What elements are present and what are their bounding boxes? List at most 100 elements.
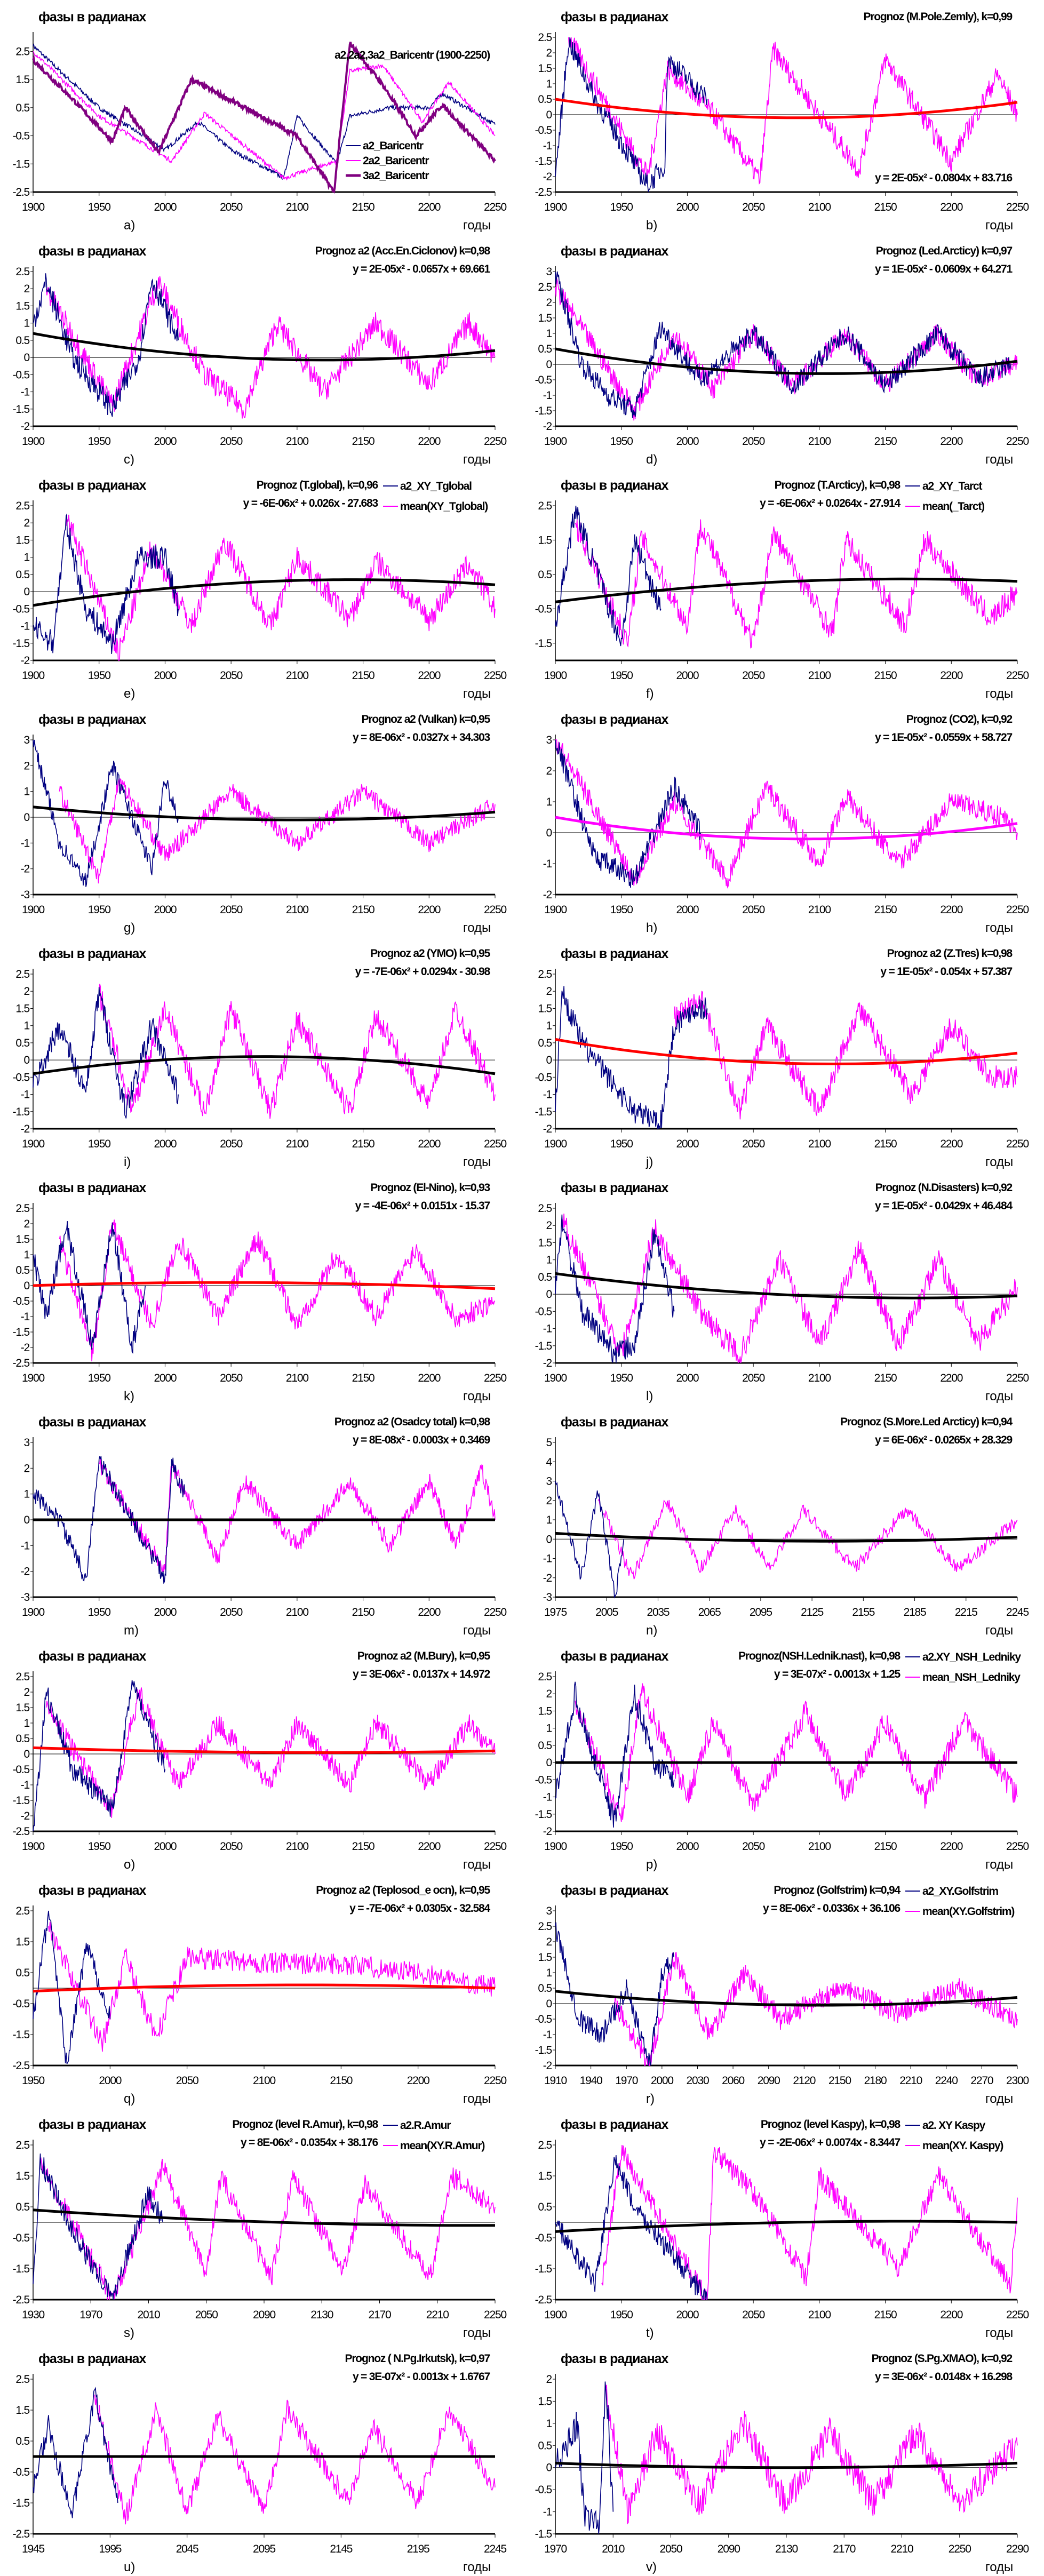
series-line-2a2_Baricentr	[33, 51, 496, 181]
y-tick-label: 1	[24, 1717, 30, 1729]
x-tick-label: 2050	[742, 1372, 764, 1384]
y-tick-label: -2.5	[535, 186, 552, 198]
x-tick-label: 1975	[544, 1606, 567, 1618]
y-axis-label: фазы в радианах	[38, 1883, 146, 1898]
y-tick-label: -0.5	[535, 2484, 552, 2496]
series-line-forecast	[59, 1219, 496, 1362]
x-tick-label: 2050	[220, 1372, 242, 1384]
series-line-observed	[555, 37, 708, 193]
x-tick-label: 1900	[22, 1138, 44, 1150]
legend-entry: 2a2_Baricentr	[363, 155, 429, 167]
x-tick-label: 1900	[544, 201, 567, 213]
y-tick-label: -2	[21, 420, 30, 433]
x-tick-label: 2130	[775, 2543, 798, 2555]
y-tick-label: -0.5	[535, 603, 552, 615]
x-tick-label: 2050	[220, 1840, 242, 1853]
panel-label: b)	[646, 218, 657, 233]
y-tick-label: 1.5	[15, 1233, 29, 1246]
y-axis-label: фазы в радианах	[38, 712, 146, 727]
y-tick-label: 0	[546, 827, 552, 839]
chart-panel-v: -1.5 -1 -0.5 0 0.5 1 1.5 2 1970 2010 2050 2090 2130 2…	[522, 2342, 1044, 2576]
x-axis-label: годы	[985, 2326, 1013, 2340]
y-tick-label: 0.5	[15, 1264, 29, 1277]
x-tick-label: 1900	[22, 435, 44, 448]
chart-panel-a: -2.5 -1.5 -0.5 0.5 1.5 2.5 1900 1950 2000 2050 210…	[0, 0, 522, 234]
x-tick-label: 1950	[610, 1372, 633, 1384]
chart-svg-v: -1.5 -1 -0.5 0 0.5 1 1.5 2 1970 2010 2050 2090 2130 2…	[535, 2351, 1030, 2574]
chart-svg-k: -2.5 -2 -1.5 -1 -0.5 0 0.5 1 1.5 2 2.5 1900 1950 2000…	[13, 1181, 507, 1403]
y-tick-label: -2	[543, 1825, 552, 1838]
x-tick-label: 2130	[310, 2309, 333, 2321]
y-tick-label: 1	[24, 317, 30, 330]
y-tick-label: -1	[543, 2029, 552, 2041]
x-tick-label: 1950	[88, 1372, 110, 1384]
series-line-forecast	[98, 984, 496, 1119]
y-tick-label: 3	[24, 1437, 30, 1449]
y-axis-label: фазы в радианах	[38, 244, 146, 259]
y-tick-label: 1	[546, 1254, 552, 1266]
x-tick-label: 2250	[1006, 201, 1029, 213]
y-tick-label: 1.5	[15, 74, 29, 86]
x-tick-label: 2095	[750, 1606, 772, 1618]
x-tick-label: 2065	[698, 1606, 721, 1618]
x-tick-label: 2150	[352, 1372, 374, 1384]
x-tick-label: 2000	[154, 201, 176, 213]
y-tick-label: -1.5	[535, 2263, 552, 2275]
y-tick-label: 1.5	[538, 1002, 552, 1015]
x-tick-label: 2050	[220, 201, 242, 213]
y-tick-label: 0.5	[15, 569, 29, 581]
x-tick-label: 2000	[676, 435, 698, 448]
trend-equation: y = -2E-06x² + 0.0074x - 8.3447	[760, 2136, 900, 2149]
x-axis-label: годы	[985, 1857, 1013, 1872]
x-tick-label: 2150	[828, 2075, 851, 2087]
y-tick-label: 3	[546, 1476, 552, 1488]
x-tick-label: 2250	[1006, 904, 1029, 916]
series-line-forecast	[597, 1498, 1018, 1580]
series-line-forecast	[614, 1952, 1018, 2067]
x-tick-label: 2150	[874, 435, 897, 448]
x-tick-label: 2120	[793, 2075, 815, 2087]
y-tick-label: 2	[546, 1219, 552, 1232]
series-line-forecast	[66, 514, 496, 661]
y-tick-label: -3	[21, 1591, 30, 1604]
x-tick-label: 2200	[940, 1138, 962, 1150]
x-tick-label: 2100	[286, 435, 308, 448]
y-tick-label: -2.5	[13, 2060, 30, 2072]
y-axis-label: фазы в радианах	[38, 946, 146, 961]
x-tick-label: 2250	[1006, 435, 1029, 448]
x-tick-label: 2150	[874, 201, 897, 213]
series-line-observed	[555, 505, 662, 647]
y-tick-label: 0	[24, 1748, 30, 1760]
chart-title: Prognoz a2 (YMO) k=0,95	[370, 947, 490, 960]
y-tick-label: 2.5	[15, 1202, 29, 1215]
x-tick-label: 2000	[154, 1606, 176, 1618]
x-tick-label: 2000	[99, 2075, 121, 2087]
x-tick-label: 1900	[544, 2309, 567, 2321]
y-tick-label: -1	[543, 858, 552, 870]
y-tick-label: -2	[21, 1123, 30, 1135]
y-tick-label: 0	[546, 1533, 552, 1545]
x-tick-label: 2050	[176, 2075, 198, 2087]
series-line-observed	[33, 273, 179, 417]
x-tick-label: 2010	[602, 2543, 624, 2555]
y-tick-label: 0	[24, 1280, 30, 1292]
x-tick-label: 2100	[808, 1372, 831, 1384]
chart-svg-d: -2 -1.5 -1 -0.5 0 0.5 1 1.5 2 2.5 3 1900 1950 2000 205…	[535, 244, 1030, 467]
x-tick-label: 2125	[801, 1606, 823, 1618]
x-axis-label: годы	[985, 921, 1013, 935]
x-tick-label: 1930	[22, 2309, 44, 2321]
panel-label: u)	[124, 2560, 135, 2574]
x-tick-label: 2185	[904, 1606, 926, 1618]
y-tick-label: -2	[21, 1566, 30, 1578]
trend-equation: y = 1E-05x² - 0.0559x + 58.727	[875, 731, 1013, 744]
trend-line	[555, 98, 1018, 119]
x-tick-label: 2050	[195, 2309, 218, 2321]
x-tick-label: 2100	[808, 1138, 831, 1150]
y-tick-label: 0	[24, 1054, 30, 1066]
chart-panel-l: -2 -1.5 -1 -0.5 0 0.5 1 1.5 2 2.5 1900 1950 2000 2050…	[522, 1171, 1044, 1405]
x-tick-label: 2050	[220, 1606, 242, 1618]
y-tick-label: -1.5	[13, 637, 30, 650]
x-tick-label: 2200	[407, 2075, 429, 2087]
y-tick-label: -1.5	[535, 1106, 552, 1118]
x-tick-label: 2250	[1006, 2309, 1029, 2321]
